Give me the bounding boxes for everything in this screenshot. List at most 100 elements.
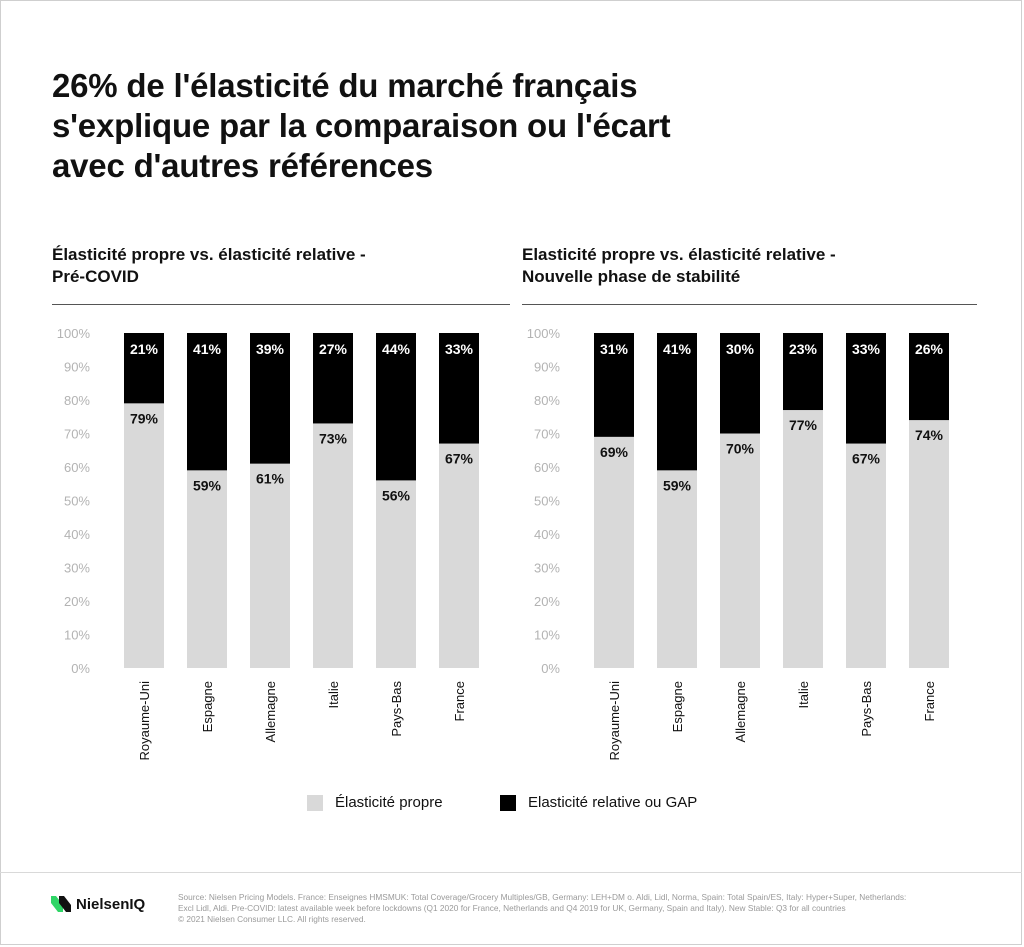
bar-relative-royaume-uni bbox=[594, 333, 634, 437]
y-tick-label: 60% bbox=[64, 460, 90, 475]
bar-own-royaume-uni bbox=[594, 436, 634, 668]
headline: 26% de l'élasticité du marché français s… bbox=[52, 66, 952, 186]
bar-own-royaume-uni bbox=[124, 403, 164, 668]
category-label-pays-bas: Pays-Bas bbox=[389, 681, 404, 737]
y-tick-label: 30% bbox=[534, 561, 560, 576]
y-tick-label: 50% bbox=[64, 494, 90, 509]
bar-relative-france bbox=[439, 333, 479, 444]
headline-line-2: s'explique par la comparaison ou l'écart bbox=[52, 107, 671, 144]
data-label-own-allemagne: 70% bbox=[726, 441, 755, 457]
data-label-relative-pays-bas: 33% bbox=[852, 341, 881, 357]
y-tick-label: 80% bbox=[534, 393, 560, 408]
y-tick-label: 60% bbox=[534, 460, 560, 475]
data-label-relative-espagne: 41% bbox=[663, 341, 692, 357]
chart-2-title-rule bbox=[522, 304, 977, 305]
category-label-italie: Italie bbox=[796, 681, 811, 708]
chart-2-title: Elasticité propre vs. élasticité relativ… bbox=[522, 244, 982, 288]
legend: Élasticité propre Elasticité relative ou… bbox=[0, 794, 1024, 818]
data-label-relative-espagne: 41% bbox=[193, 341, 222, 357]
legend-swatch-relative bbox=[500, 794, 516, 811]
data-label-own-royaume-uni: 79% bbox=[130, 410, 159, 426]
bar-relative-espagne bbox=[657, 333, 697, 471]
y-tick-label: 50% bbox=[534, 494, 560, 509]
category-label-espagne: Espagne bbox=[670, 681, 685, 732]
legend-label-own: Élasticité propre bbox=[335, 794, 443, 811]
source-line-3: © 2021 Nielsen Consumer LLC. All rights … bbox=[178, 914, 366, 924]
bar-relative-royaume-uni bbox=[124, 333, 164, 404]
bar-relative-allemagne bbox=[250, 333, 290, 464]
y-tick-label: 30% bbox=[64, 561, 90, 576]
bar-relative-italie bbox=[783, 333, 823, 411]
data-label-relative-pays-bas: 44% bbox=[382, 341, 411, 357]
chart-2-title-line-1: Elasticité propre vs. élasticité relativ… bbox=[522, 245, 836, 264]
chart-1-title-line-1: Élasticité propre vs. élasticité relativ… bbox=[52, 245, 366, 264]
y-tick-label: 0% bbox=[71, 661, 90, 676]
data-label-relative-italie: 23% bbox=[789, 341, 818, 357]
chart-1-title: Élasticité propre vs. élasticité relativ… bbox=[52, 244, 512, 288]
data-label-relative-allemagne: 30% bbox=[726, 341, 755, 357]
data-label-own-france: 74% bbox=[915, 427, 944, 443]
footer-divider bbox=[0, 872, 1022, 873]
category-label-italie: Italie bbox=[326, 681, 341, 708]
category-label-allemagne: Allemagne bbox=[733, 681, 748, 742]
category-label-espagne: Espagne bbox=[200, 681, 215, 732]
category-label-allemagne: Allemagne bbox=[263, 681, 278, 742]
bar-own-france bbox=[909, 420, 949, 668]
y-tick-label: 70% bbox=[64, 427, 90, 442]
data-label-relative-royaume-uni: 31% bbox=[600, 341, 629, 357]
y-tick-label: 90% bbox=[534, 360, 560, 375]
data-label-own-royaume-uni: 69% bbox=[600, 444, 629, 460]
data-label-own-pays-bas: 56% bbox=[382, 487, 411, 503]
legend-label-relative: Elasticité relative ou GAP bbox=[528, 794, 698, 811]
chart-1-title-line-2: Pré-COVID bbox=[52, 267, 139, 286]
legend-item-own: Élasticité propre bbox=[307, 794, 443, 811]
bar-own-allemagne bbox=[720, 433, 760, 668]
category-label-france: France bbox=[922, 681, 937, 721]
chart-1-title-rule bbox=[52, 304, 510, 305]
bar-own-pays-bas bbox=[846, 443, 886, 668]
source-line-2: Excl Lidl, Aldi. Pre-COVID: latest avail… bbox=[178, 903, 846, 913]
data-label-own-allemagne: 61% bbox=[256, 471, 285, 487]
bar-relative-allemagne bbox=[720, 333, 760, 434]
y-tick-label: 40% bbox=[64, 527, 90, 542]
bar-own-espagne bbox=[657, 470, 697, 668]
headline-line-3: avec d'autres références bbox=[52, 147, 433, 184]
chart-2-title-line-2: Nouvelle phase de stabilité bbox=[522, 267, 741, 286]
y-tick-label: 10% bbox=[534, 628, 560, 643]
category-label-royaume-uni: Royaume-Uni bbox=[607, 681, 622, 761]
bar-own-allemagne bbox=[250, 463, 290, 668]
data-label-own-espagne: 59% bbox=[663, 477, 692, 493]
data-label-relative-france: 33% bbox=[445, 341, 474, 357]
data-label-own-espagne: 59% bbox=[193, 477, 222, 493]
y-tick-label: 70% bbox=[534, 427, 560, 442]
chart-pre-covid: 0% 10% 20% 30% 40% 50% 60% 70% 80% 90% 100% 21% 79% R… bbox=[57, 326, 479, 760]
headline-line-1: 26% de l'élasticité du marché français bbox=[52, 67, 638, 104]
legend-swatch-own bbox=[307, 794, 323, 811]
bar-own-france bbox=[439, 443, 479, 668]
data-label-relative-allemagne: 39% bbox=[256, 341, 285, 357]
y-tick-label: 10% bbox=[64, 628, 90, 643]
data-label-own-italie: 77% bbox=[789, 417, 818, 433]
data-label-own-france: 67% bbox=[445, 451, 474, 467]
data-label-relative-royaume-uni: 21% bbox=[130, 341, 159, 357]
data-label-own-italie: 73% bbox=[319, 430, 348, 446]
category-label-france: France bbox=[452, 681, 467, 721]
y-tick-label: 80% bbox=[64, 393, 90, 408]
nielseniq-logo-text: NielsenIQ bbox=[76, 895, 146, 913]
category-label-pays-bas: Pays-Bas bbox=[859, 681, 874, 737]
data-label-own-pays-bas: 67% bbox=[852, 451, 881, 467]
data-label-relative-france: 26% bbox=[915, 341, 944, 357]
bar-relative-espagne bbox=[187, 333, 227, 471]
bar-own-espagne bbox=[187, 470, 227, 668]
bar-own-italie bbox=[313, 423, 353, 668]
chart-new-stable-phase: 0% 10% 20% 30% 40% 50% 60% 70% 80% 90% 100% 31% 69% R… bbox=[527, 326, 949, 761]
data-label-relative-italie: 27% bbox=[319, 341, 348, 357]
nielseniq-logo: NielsenIQ bbox=[50, 894, 145, 914]
legend-item-relative: Elasticité relative ou GAP bbox=[500, 794, 697, 811]
source-note: Source: Nielsen Pricing Models. France: … bbox=[178, 892, 978, 925]
source-line-1: Source: Nielsen Pricing Models. France: … bbox=[178, 892, 907, 902]
y-tick-label: 0% bbox=[541, 661, 560, 676]
nielseniq-logo-mark-icon bbox=[51, 896, 71, 912]
y-tick-label: 20% bbox=[534, 594, 560, 609]
